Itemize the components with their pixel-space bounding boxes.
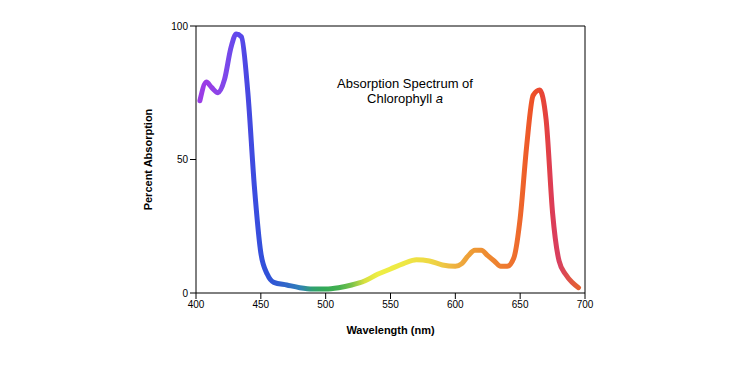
svg-text:450: 450 (252, 299, 269, 310)
svg-text:650: 650 (512, 299, 529, 310)
svg-text:Wavelength (nm): Wavelength (nm) (346, 324, 435, 336)
svg-text:50: 50 (177, 154, 189, 165)
svg-text:0: 0 (182, 288, 188, 299)
html-text:Absorption Spectrum of: Absorption Spectrum of (337, 76, 473, 91)
svg-text:Percent Absorption: Percent Absorption (142, 108, 154, 210)
html-text:Chlorophyll a: Chlorophyll a (367, 91, 443, 106)
svg-text:700: 700 (577, 299, 594, 310)
svg-text:500: 500 (317, 299, 334, 310)
svg-text:600: 600 (447, 299, 464, 310)
svg-text:550: 550 (382, 299, 399, 310)
svg-text:400: 400 (188, 299, 205, 310)
svg-text:100: 100 (171, 21, 188, 32)
